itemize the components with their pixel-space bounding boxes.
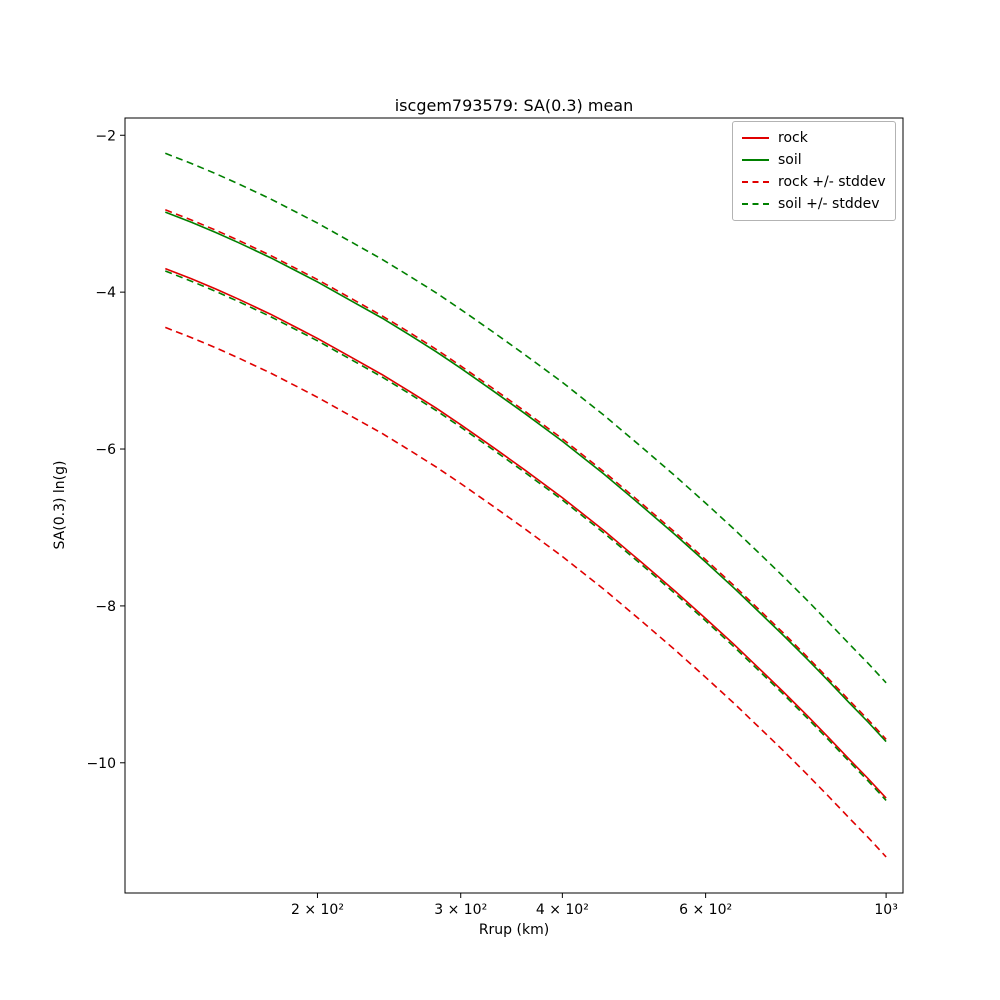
legend: rock soil rock +/- stddev soil +/- stddev bbox=[732, 121, 896, 221]
legend-item: rock +/- stddev bbox=[742, 171, 886, 193]
y-axis-label: SA(0.3) ln(g) bbox=[52, 460, 68, 550]
plot-frame bbox=[124, 117, 904, 894]
series-soil-stddev-upper-line bbox=[165, 152, 887, 684]
series-rock-stddev-upper-line bbox=[165, 209, 887, 740]
x-tick-label: 4 × 10² bbox=[536, 902, 589, 918]
y-tick-label: −2 bbox=[95, 128, 116, 144]
series-soil-line bbox=[165, 211, 887, 743]
y-tick-label: −4 bbox=[95, 285, 116, 301]
series-soil-stddev-lower-line bbox=[165, 270, 887, 801]
y-tick-label: −10 bbox=[86, 756, 116, 772]
legend-line-soil bbox=[742, 159, 769, 161]
x-tick-label: 3 × 10² bbox=[434, 902, 487, 918]
legend-line-rock bbox=[742, 137, 769, 139]
x-tick-label: 6 × 10² bbox=[679, 902, 732, 918]
series-rock-stddev-lower-line bbox=[165, 326, 887, 858]
legend-label: soil bbox=[778, 152, 802, 168]
x-tick-label: 10³ bbox=[874, 902, 897, 918]
legend-item: rock bbox=[742, 127, 886, 149]
legend-item: soil +/- stddev bbox=[742, 193, 886, 215]
x-axis-label: Rrup (km) bbox=[478, 922, 550, 938]
legend-label: rock bbox=[778, 130, 808, 146]
legend-line-rock-stddev bbox=[742, 181, 769, 183]
legend-label: rock +/- stddev bbox=[778, 174, 886, 190]
chart-title: iscgem793579: SA(0.3) mean bbox=[394, 96, 634, 115]
x-tick-label: 2 × 10² bbox=[291, 902, 344, 918]
legend-line-soil-stddev bbox=[742, 203, 769, 205]
y-tick-label: −8 bbox=[95, 599, 116, 615]
legend-label: soil +/- stddev bbox=[778, 196, 880, 212]
series-rock-line bbox=[165, 267, 887, 799]
y-tick-label: −6 bbox=[95, 442, 116, 458]
legend-item: soil bbox=[742, 149, 886, 171]
